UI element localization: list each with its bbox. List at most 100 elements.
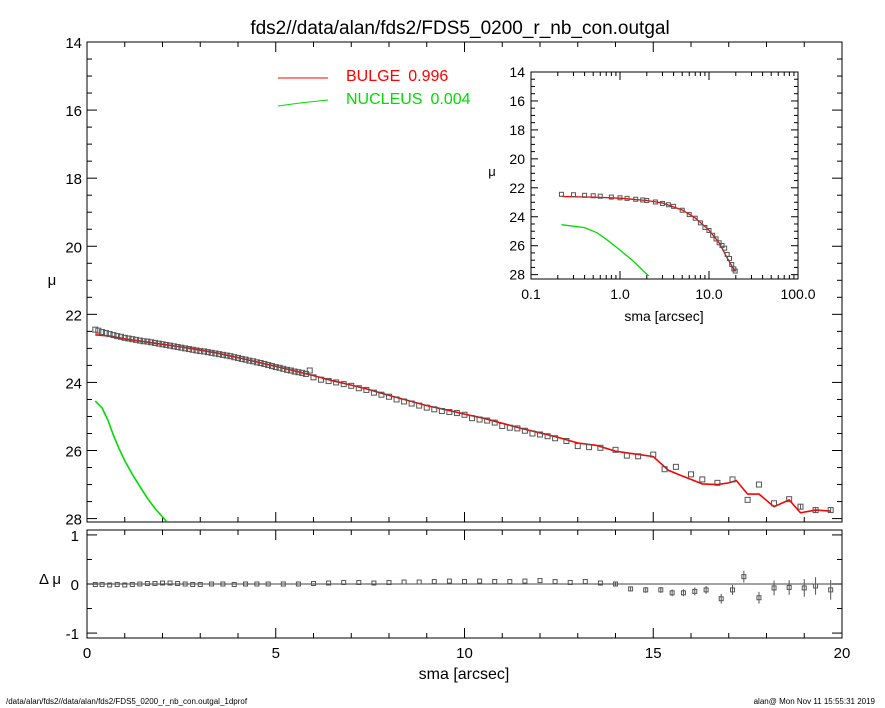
residual-point (137, 581, 143, 587)
legend-nucleus-value: 0.004 (430, 91, 470, 108)
inset-data-point (659, 200, 665, 206)
data-point (348, 382, 355, 389)
residual-point (386, 580, 392, 586)
main-panel: 14 16 18 20 22 24 26 28 μ BULGE 0.996 NUCLEUS 0.0… (48, 35, 843, 529)
data-point (514, 425, 521, 432)
residual-point (522, 578, 528, 584)
inset-y-tick-label: 20 (509, 151, 525, 167)
data-point (272, 364, 279, 371)
legend-bulge-name: BULGE (346, 68, 400, 85)
inset-y-axis-label: μ (488, 164, 496, 179)
data-point (151, 339, 158, 346)
data-point (276, 364, 283, 371)
bulge-profile-line (95, 334, 831, 514)
residual-point (129, 581, 135, 587)
legend: BULGE 0.996 NUCLEUS 0.004 (277, 68, 471, 108)
inset-x-axis-label: sma [arcsec] (624, 308, 703, 324)
inset-data-point (732, 268, 738, 274)
inset-plot-area (558, 191, 738, 277)
data-point (223, 352, 230, 359)
residual-point (326, 580, 332, 586)
inset-data-point (702, 224, 708, 230)
legend-bulge-value: 0.996 (408, 68, 448, 85)
residual-y-tick-label: 0 (71, 577, 79, 594)
residual-point (280, 581, 286, 587)
data-point (212, 350, 219, 357)
inset-data-point (665, 202, 671, 208)
inset-data-point (558, 191, 564, 197)
data-point (125, 335, 132, 342)
residual-y-axis-label: Δ μ (39, 571, 61, 588)
data-point (246, 357, 253, 364)
residual-point (341, 580, 347, 586)
data-point (333, 379, 340, 386)
residual-x-tick-label: 5 (272, 645, 280, 662)
data-point (506, 424, 513, 431)
inset-bulge-line (561, 195, 736, 272)
inset-plot-frame (530, 71, 799, 280)
data-point (185, 346, 192, 353)
inset-data-point (644, 198, 650, 204)
residual-point (507, 579, 513, 585)
inset-data-point (671, 203, 677, 209)
residual-point (401, 579, 407, 585)
data-point (106, 331, 113, 338)
data-point (476, 416, 483, 423)
data-point (612, 446, 619, 453)
inset-data-point (597, 193, 603, 199)
data-point (771, 500, 778, 507)
data-point (219, 351, 226, 358)
legend-bulge-label: BULGE 0.996 (346, 68, 448, 85)
residual-point (209, 581, 215, 587)
data-point (133, 336, 140, 343)
data-point (661, 466, 668, 473)
residual-point (416, 579, 422, 585)
residual-plot-area (87, 570, 842, 604)
inset-data-point (608, 194, 614, 200)
inset-y-tick-label: 26 (509, 238, 525, 254)
inset-y-tick-label: 22 (509, 180, 525, 196)
residual-point (167, 580, 173, 586)
residual-point (537, 578, 543, 584)
inset-data-point (686, 212, 692, 218)
footer-file-path: /data/alan/fds2//data/alan/fds2/FDS5_020… (6, 697, 248, 706)
data-point (261, 361, 268, 368)
residual-point (371, 580, 377, 586)
data-point (325, 378, 332, 385)
data-point (140, 338, 147, 345)
data-point (529, 430, 536, 437)
data-point (340, 381, 347, 388)
data-point (416, 402, 423, 409)
inset-x-tick-label: 0.1 (521, 286, 541, 302)
data-point (299, 369, 306, 376)
data-point (491, 419, 498, 426)
residual-point (152, 581, 158, 587)
data-point (257, 360, 264, 367)
residual-y-tick-label: 1 (71, 528, 79, 545)
residual-point (431, 579, 437, 585)
data-point (586, 444, 593, 451)
data-point (355, 385, 362, 392)
data-point (306, 367, 313, 374)
main-y-tick-label: 20 (65, 239, 82, 256)
residual-point (492, 579, 498, 585)
residual-point (552, 579, 558, 585)
data-point (310, 374, 317, 381)
data-point (408, 400, 415, 407)
residual-point (220, 581, 226, 587)
data-point (110, 332, 117, 339)
residual-point (254, 581, 260, 587)
data-point (148, 339, 155, 346)
residual-x-tick-label: 20 (834, 645, 851, 662)
main-y-axis-label: μ (48, 272, 57, 289)
data-point (250, 358, 257, 365)
residual-x-tick-label: 15 (645, 645, 662, 662)
inset-y-tick-label: 28 (509, 267, 525, 283)
data-point (438, 408, 445, 415)
inset-data-point (692, 215, 698, 221)
data-point (99, 329, 106, 336)
data-point (431, 406, 438, 413)
residual-x-tick-label: 10 (456, 645, 473, 662)
residual-point (182, 581, 188, 587)
